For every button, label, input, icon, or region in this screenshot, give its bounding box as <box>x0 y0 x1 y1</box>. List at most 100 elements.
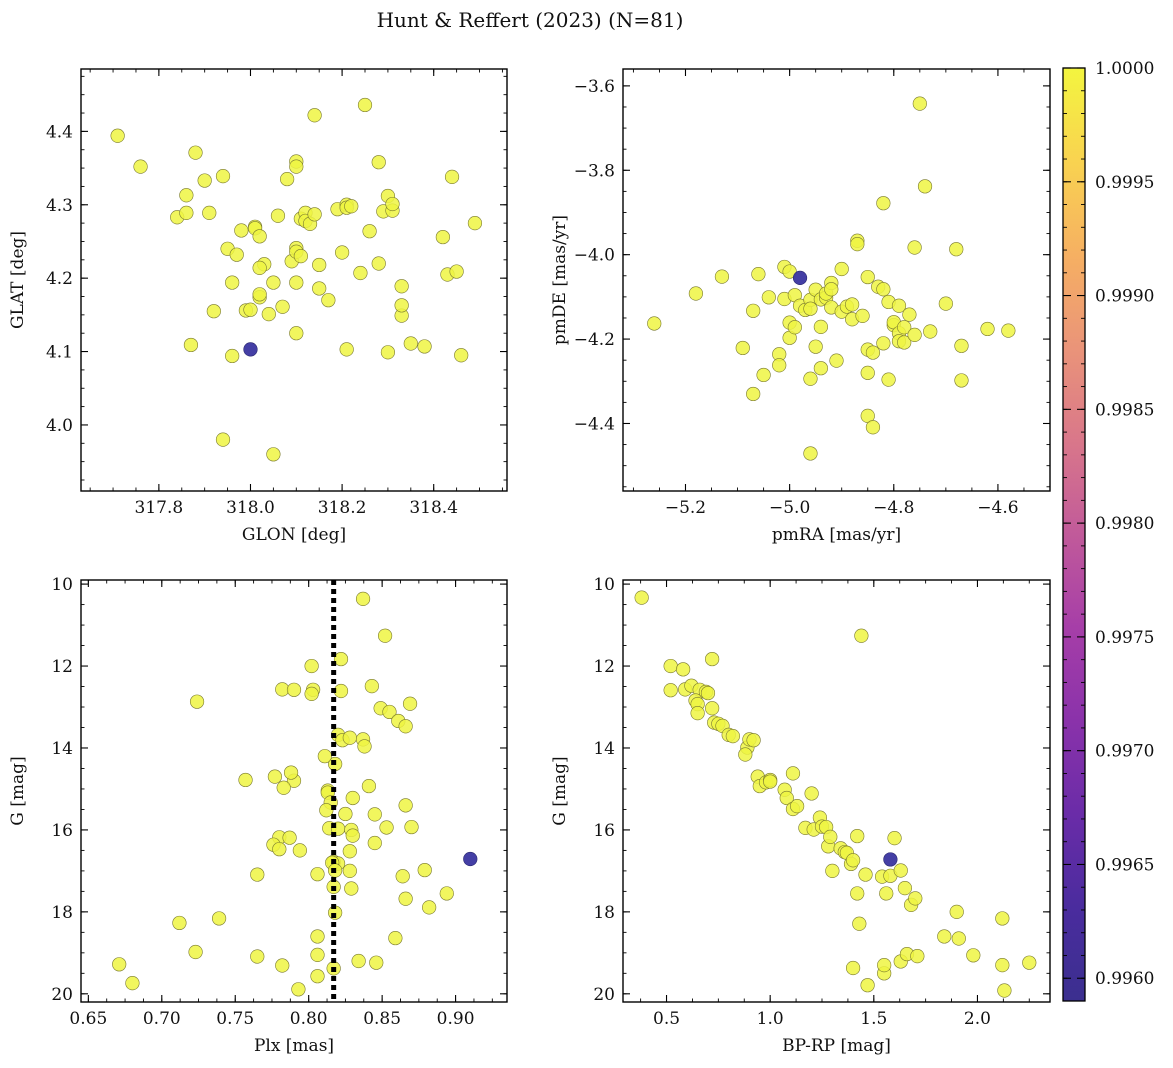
member-star-point <box>312 257 327 273</box>
y-tick-label: 18 <box>593 903 615 923</box>
member-star-point <box>395 869 410 884</box>
axes-frame <box>80 579 508 1003</box>
member-star-point <box>980 321 995 337</box>
member-star-point <box>790 799 805 814</box>
member-star-point <box>183 337 199 353</box>
member-star-point <box>834 261 849 277</box>
member-star-point <box>829 353 844 368</box>
member-star-point <box>112 957 127 972</box>
member-star-point <box>225 275 240 290</box>
colorbar-tick-label: 0.9980 <box>1095 514 1154 534</box>
member-star-point <box>172 915 187 931</box>
y-tick-label: 10 <box>593 575 615 595</box>
member-star-point <box>954 338 969 353</box>
parallax-panel: 0.65 0.70 0.75 0.80 0.85 0.90 10 12 14 16 18 20 Plx … <box>8 575 508 1056</box>
member-star-point <box>382 704 397 720</box>
member-star-point <box>881 372 896 387</box>
member-star-point <box>865 420 881 435</box>
member-star-point <box>877 958 892 973</box>
axes-frame <box>622 68 1051 492</box>
member-star-point <box>417 339 432 354</box>
member-star-point <box>351 953 366 969</box>
colorbar-tick-label: 0.9990 <box>1095 287 1154 307</box>
member-star-point <box>339 342 354 357</box>
x-tick-label: 0.75 <box>216 1009 254 1029</box>
member-star-point <box>937 929 952 944</box>
x-tick-label: −5.2 <box>665 498 706 518</box>
member-star-point <box>439 886 454 901</box>
member-star-point <box>803 371 818 386</box>
y-tick-label: 14 <box>51 739 73 759</box>
member-star-point <box>261 307 276 322</box>
y-tick-label: 18 <box>51 903 73 923</box>
data-points <box>634 590 1037 998</box>
member-star-point <box>876 282 891 297</box>
member-star-point <box>785 766 801 781</box>
low-probability-point <box>792 270 808 285</box>
y-tick-label: 20 <box>51 985 73 1005</box>
member-star-point <box>1001 323 1016 338</box>
member-star-point <box>334 245 350 260</box>
y-tick-label: −4.0 <box>574 246 615 266</box>
cmd-panel: 0.5 1.0 1.5 2.0 10 12 14 16 18 20 BP-RP [mag] G [ma… <box>550 575 1051 1056</box>
y-tick-label: −3.8 <box>574 161 615 181</box>
member-star-point <box>197 173 212 188</box>
member-star-point <box>342 730 357 745</box>
member-star-point <box>345 828 360 843</box>
member-star-point <box>803 446 818 461</box>
member-star-point <box>291 982 306 997</box>
member-star-point <box>250 949 265 964</box>
member-star-point <box>202 205 217 220</box>
member-star-point <box>215 169 231 184</box>
x-tick-label: 318.2 <box>318 498 367 518</box>
member-star-point <box>321 293 336 308</box>
member-star-point <box>907 240 922 255</box>
member-star-point <box>858 867 873 882</box>
member-star-point <box>342 844 357 859</box>
member-star-point <box>215 432 231 447</box>
member-star-point <box>403 336 418 351</box>
x-tick-label: 318.4 <box>409 498 458 518</box>
member-star-point <box>763 774 778 789</box>
y-tick-label: 14 <box>593 739 615 759</box>
member-star-point <box>266 275 281 290</box>
x-tick-label: 0.80 <box>290 1009 328 1029</box>
member-star-point <box>402 696 418 711</box>
member-star-point <box>289 275 304 290</box>
member-star-point <box>225 348 240 364</box>
member-star-point <box>333 651 349 667</box>
colorbar-tick-label: 0.9995 <box>1095 173 1154 193</box>
member-star-point <box>252 229 267 244</box>
member-star-point <box>398 719 413 734</box>
member-star-point <box>787 320 802 335</box>
member-star-point <box>304 658 319 674</box>
member-star-point <box>353 265 368 281</box>
member-star-point <box>467 216 483 231</box>
y-tick-label: 4.0 <box>46 416 73 436</box>
member-star-point <box>435 229 450 245</box>
member-star-point <box>823 829 838 844</box>
member-star-point <box>908 891 923 906</box>
colorbar-tick-label: 0.9985 <box>1095 400 1154 420</box>
member-star-point <box>782 264 797 279</box>
member-star-point <box>310 969 325 984</box>
member-star-point <box>333 683 349 699</box>
data-points <box>647 96 1016 461</box>
member-star-point <box>293 249 308 264</box>
member-star-point <box>275 299 290 314</box>
low-probability-point <box>463 851 478 867</box>
member-star-point <box>307 108 322 123</box>
member-star-point <box>338 806 353 822</box>
member-star-point <box>444 169 460 184</box>
member-star-point <box>312 281 327 296</box>
member-star-point <box>887 831 902 846</box>
y-tick-label: 4.1 <box>46 343 73 363</box>
member-star-point <box>179 205 194 220</box>
colorbar-tick-label: 0.9970 <box>1095 742 1154 762</box>
member-star-point <box>357 739 372 754</box>
member-star-point <box>845 960 861 976</box>
member-star-point <box>304 686 319 701</box>
member-star-point <box>938 296 953 311</box>
x-tick-label: 0.90 <box>437 1009 475 1029</box>
